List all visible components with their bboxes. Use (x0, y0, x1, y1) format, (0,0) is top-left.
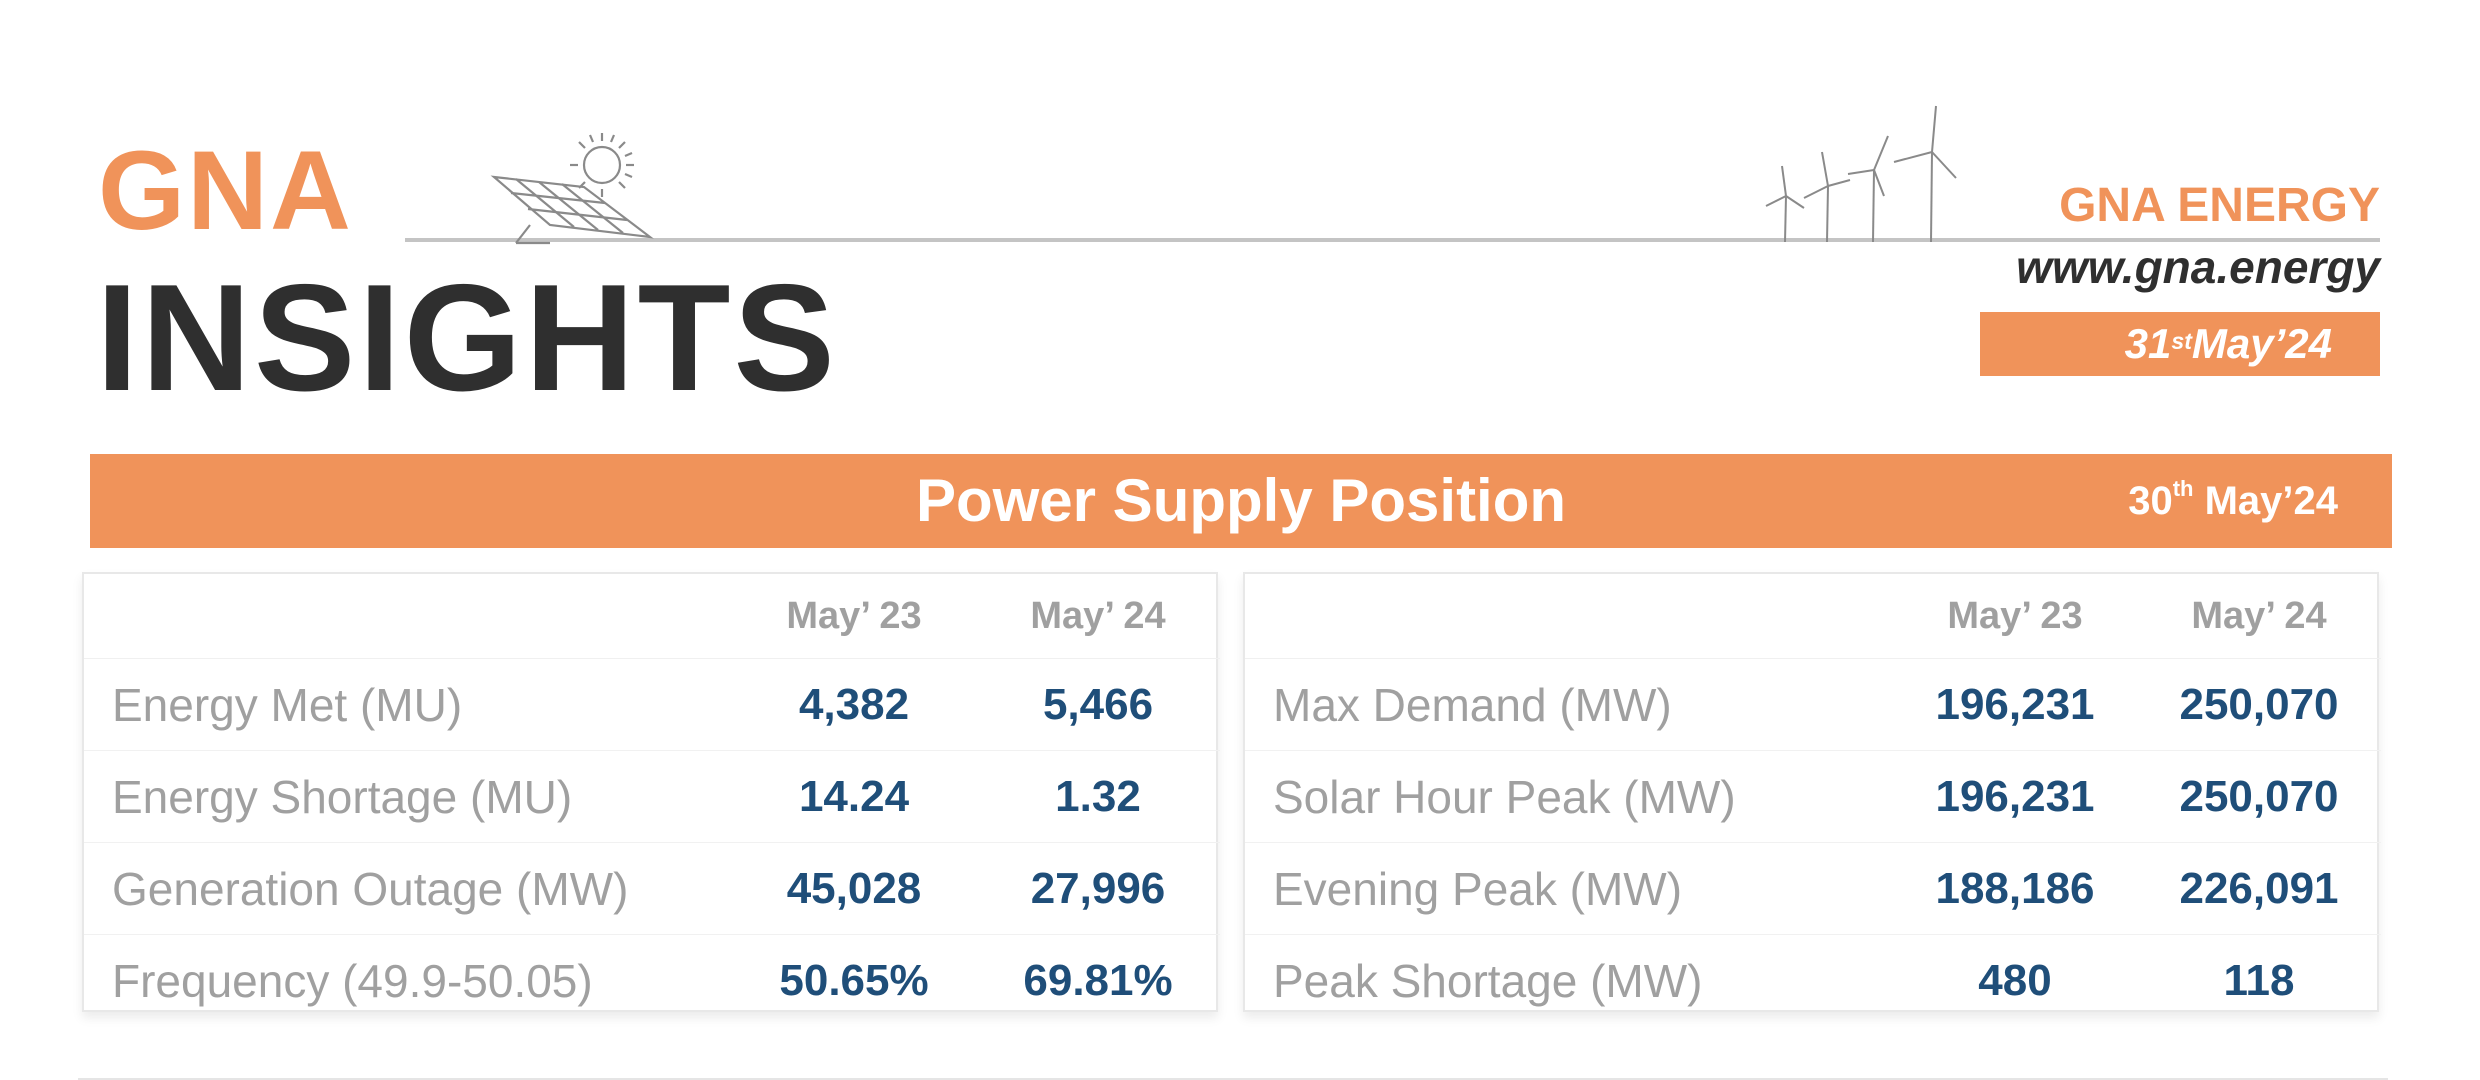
row-label: Energy Met (MU) (84, 658, 732, 751)
section-date-rest: May’24 (2193, 479, 2338, 523)
energy-table-panel: May’ 23 May’ 24 Energy Met (MU) 4,382 5,… (82, 572, 1220, 1012)
brand-url[interactable]: www.gna.energy (2016, 241, 2380, 293)
value-may23: 480 (1978, 955, 2052, 1005)
section-date-day: 30 (2128, 479, 2173, 523)
value-may24: 250,070 (2137, 658, 2381, 751)
value-may24: 5,466 (976, 658, 1220, 751)
row-label: Generation Outage (MW) (84, 842, 732, 935)
row-label: Frequency (49.9-50.05) (112, 954, 593, 1007)
wind-turbine-icon (1765, 105, 1957, 242)
table-row: Generation Outage (MW) 45,028 27,996 (84, 842, 1220, 935)
value-may23: 188,186 (1893, 842, 2137, 935)
logo-gna: GNA (98, 128, 353, 253)
table-row: Frequency (49.9-50.05) 50.65% 69.81% (84, 935, 1220, 1027)
row-label: Evening Peak (MW) (1245, 842, 1893, 935)
footer-divider (78, 1078, 2388, 1080)
column-header-label (84, 574, 732, 659)
brand-name: GNA ENERGY (2059, 179, 2380, 232)
table-row: Energy Shortage (MU) 14.24 1.32 (84, 750, 1220, 843)
value-may23: 50.65% (779, 955, 929, 1005)
value-may23: 14.24 (732, 750, 976, 843)
value-may24: 27,996 (976, 842, 1220, 935)
value-may24: 69.81% (1023, 955, 1173, 1005)
column-header-may23: May’ 23 (1893, 574, 2137, 659)
energy-table: May’ 23 May’ 24 Energy Met (MU) 4,382 5,… (84, 574, 1220, 1026)
section-banner: Power Supply Position 30th May’24 (90, 454, 2392, 548)
column-header-may24: May’ 24 (976, 574, 1220, 659)
table-row: Evening Peak (MW) 188,186 226,091 (1245, 842, 2381, 935)
solar-panel-icon (490, 133, 654, 245)
section-title: Power Supply Position (915, 467, 1567, 534)
row-label: Energy Shortage (MU) (84, 750, 732, 843)
row-label: Solar Hour Peak (MW) (1245, 750, 1893, 843)
report-date-rest: May’24 (2191, 320, 2332, 367)
table-row: Peak Shortage (MW) 480 118 (1245, 935, 2381, 1027)
section-date: 30th May’24 (2128, 454, 2338, 548)
value-may23: 196,231 (1893, 658, 2137, 751)
value-may24: 226,091 (2137, 842, 2381, 935)
value-may23: 45,028 (732, 842, 976, 935)
sun-icon (570, 133, 634, 197)
section-date-suffix: th (2172, 476, 2194, 502)
report-date-day: 31 (2124, 320, 2172, 367)
demand-table: May’ 23 May’ 24 Max Demand (MW) 196,231 … (1245, 574, 2381, 1026)
table-row: Max Demand (MW) 196,231 250,070 (1245, 658, 2381, 751)
header-divider (405, 238, 2380, 242)
column-header-label (1245, 574, 1893, 659)
table-header-row: May’ 23 May’ 24 (84, 574, 1220, 659)
value-may23: 196,231 (1893, 750, 2137, 843)
value-may23: 4,382 (732, 658, 976, 751)
row-label: Peak Shortage (MW) (1273, 954, 1703, 1007)
demand-table-panel: May’ 23 May’ 24 Max Demand (MW) 196,231 … (1243, 572, 2381, 1012)
table-header-row: May’ 23 May’ 24 (1245, 574, 2381, 659)
row-label: Max Demand (MW) (1245, 658, 1893, 751)
value-may24: 250,070 (2137, 750, 2381, 843)
value-may24: 1.32 (976, 750, 1220, 843)
column-header-may23: May’ 23 (732, 574, 976, 659)
column-header-may24: May’ 24 (2137, 574, 2381, 659)
table-row: Solar Hour Peak (MW) 196,231 250,070 (1245, 750, 2381, 843)
value-may24: 118 (2223, 955, 2295, 1005)
table-row: Energy Met (MU) 4,382 5,466 (84, 658, 1220, 751)
logo-insights: INSIGHTS (96, 253, 838, 423)
